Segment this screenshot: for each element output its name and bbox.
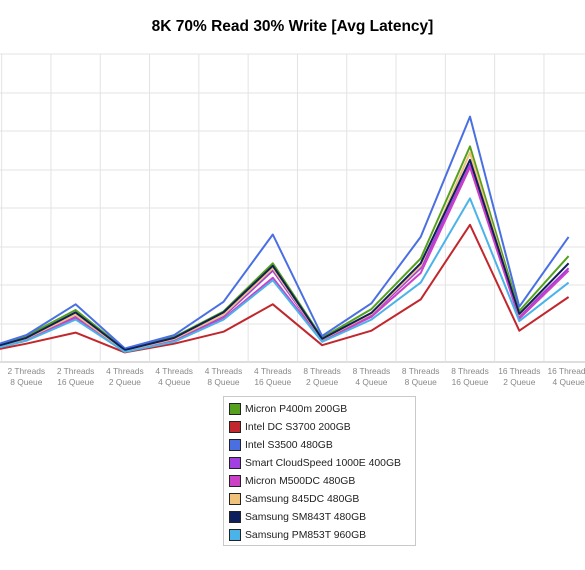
x-tick-label: 4 Queue [158,377,190,387]
chart-title: 8K 70% Read 30% Write [Avg Latency] [151,18,434,35]
legend-swatch [229,421,241,433]
legend-label: Samsung PM853T 960GB [245,529,367,541]
x-tick-label: 8 Queue [10,377,42,387]
series-line-8 [0,197,570,353]
legend-label: Intel DC S3700 200GB [245,421,351,433]
x-tick-label: 4 Threads [254,366,292,376]
legend-label: Smart CloudSpeed 1000E 400GB [245,457,401,469]
series-line-2 [0,223,570,354]
x-tick-label: 8 Threads [402,366,440,376]
legend-label: Samsung SM843T 480GB [245,511,367,523]
legend-item: Samsung PM853T 960GB [229,526,415,544]
x-tick-label: 4 Threads [205,366,243,376]
legend-item: Samsung SM843T 480GB [229,508,415,526]
legend-label: Micron P400m 200GB [245,403,348,415]
series-line-7 [0,158,570,351]
x-tick-label: 8 Queue [207,377,239,387]
legend-swatch [229,475,241,487]
x-tick-label: 4 Threads [155,366,193,376]
x-tick-label: 4 Queue [355,377,387,387]
x-tick-label: 2 Queue [306,377,338,387]
x-tick-label: 8 Threads [303,366,341,376]
x-tick-label: 16 Threads [547,366,585,376]
x-tick-label: 2 Queue [503,377,535,387]
legend-label: Micron M500DC 480GB [245,475,356,487]
x-tick-label: 4 Queue [553,377,585,387]
legend-swatch [229,457,241,469]
legend-item: Samsung 845DC 480GB [229,490,415,508]
legend-item: Intel DC S3700 200GB [229,418,415,436]
series-line-6 [0,151,570,352]
legend-item: Micron P400m 200GB [229,400,415,418]
x-tick-label: 16 Queue [254,377,291,387]
x-tick-label: 8 Threads [353,366,391,376]
x-tick-label: 8 Threads [451,366,489,376]
legend-label: Intel S3500 480GB [245,439,333,451]
x-tick-label: 16 Threads [498,366,540,376]
x-tick-label: 4 Threads [106,366,144,376]
legend-swatch [229,403,241,415]
series-line-1 [0,145,570,351]
series-line-3 [0,115,570,350]
x-tick-label: 16 Queue [57,377,94,387]
legend-label: Samsung 845DC 480GB [245,493,360,505]
x-tick-label: 2 Queue [109,377,141,387]
legend-swatch [229,439,241,451]
legend-swatch [229,511,241,523]
legend-swatch [229,529,241,541]
chart-legend: Micron P400m 200GB Intel DC S3700 200GB In… [223,396,416,546]
legend-item: Micron M500DC 480GB [229,472,415,490]
series-line-5 [0,166,570,353]
x-tick-label: 2 Threads [8,366,46,376]
legend-item: Intel S3500 480GB [229,436,415,454]
legend-swatch [229,493,241,505]
x-tick-label: 8 Queue [405,377,437,387]
x-tick-label: 16 Queue [452,377,489,387]
x-tick-label: 2 Threads [57,366,95,376]
legend-item: Smart CloudSpeed 1000E 400GB [229,454,415,472]
